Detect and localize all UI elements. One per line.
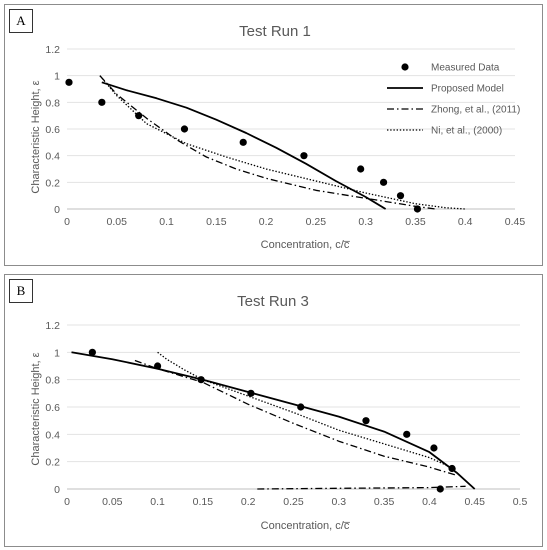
chart-b-xtick-label: 0.35 (374, 496, 395, 508)
chart-b-ytick-label: 0.6 (45, 402, 60, 414)
chart-a-data-point (239, 138, 247, 146)
chart-b-xtick-label: 0.3 (331, 496, 346, 508)
chart-a-svg: Test Run 1 Concentration, c/c̅ Character… (30, 23, 526, 251)
chart-b-ytick-label: 1.2 (45, 320, 60, 332)
chart-b-ytick-label: 0 (54, 484, 60, 496)
chart-b-xtick-label: 0.05 (102, 496, 123, 508)
legend-entry-label: Zhong, et al., (2011) (431, 105, 520, 116)
chart-b-svg: Test Run 3 Concentration, c/c̅ Character… (30, 293, 528, 532)
chart-b-data-point (430, 444, 438, 452)
chart-a-data-point (180, 125, 189, 133)
chart-b-ytick-label: 0.4 (45, 429, 60, 441)
chart-b-xtick-label: 0.45 (464, 496, 485, 508)
chart-a-data-point (65, 78, 73, 86)
chart-b-title: Test Run 3 (237, 293, 309, 310)
chart-a-data-point (300, 152, 308, 160)
chart-b-ytick-label: 1 (54, 347, 60, 359)
legend-marker-measured-data (401, 63, 409, 71)
chart-a-ytick-label: 0.4 (45, 151, 60, 163)
chart-a-xtick-label: 0 (64, 216, 70, 228)
chart-b-xtick-label: 0 (64, 496, 70, 508)
chart-b-xtick-label: 0.25 (283, 496, 304, 508)
chart-a-series-proposed-model (101, 81, 387, 210)
chart-b-data-point (403, 430, 411, 438)
chart-a-data-point (379, 178, 388, 186)
chart-b-data-point (362, 417, 370, 425)
chart-b-ylabel: Characteristic Height, ε (30, 352, 42, 465)
chart-a-ytick-label: 0.6 (45, 124, 60, 136)
chart-b-series-zhong-et-al-2011 (134, 359, 457, 476)
chart-panel-a: A Test Run 1 Concentration, c/c̅ Charact… (4, 4, 543, 266)
chart-b-data-point (88, 348, 96, 356)
chart-a-data-point (357, 165, 365, 173)
chart-b-xtick-label: 0.4 (422, 496, 437, 508)
chart-b-ytick-label: 0.8 (45, 375, 60, 387)
panel-letter-a: A (9, 9, 33, 33)
chart-a-xtick-label: 0.4 (458, 216, 473, 228)
chart-a-ylabel: Characteristic Height, ε (30, 80, 42, 193)
chart-a-xtick-label: 0.35 (405, 216, 426, 228)
chart-a-xtick-label: 0.2 (259, 216, 274, 228)
chart-b-xtick-label: 0.1 (150, 496, 165, 508)
chart-a-xtick-label: 0.3 (358, 216, 373, 228)
chart-b-xtick-label: 0.2 (241, 496, 256, 508)
chart-b-series-proposed-model (71, 351, 476, 490)
chart-a-data-point (396, 192, 405, 200)
chart-a-title: Test Run 1 (239, 23, 311, 40)
legend-entry-label: Proposed Model (431, 84, 504, 95)
chart-b-xtick-label: 0.5 (513, 496, 528, 508)
chart-b-series-ni-et-al-2000 (157, 351, 457, 471)
chart-a-data-point (98, 98, 106, 106)
chart-a-xtick-label: 0.05 (107, 216, 128, 228)
legend-entry-label: Measured Data (431, 63, 500, 74)
chart-a-series-ni-et-al-2000 (99, 75, 466, 210)
chart-panel-b: B Test Run 3 Concentration, c/c̅ Charact… (4, 274, 543, 547)
chart-a-xlabel: Concentration, c/c̅ (261, 239, 351, 251)
chart-a-ytick-label: 1 (54, 71, 60, 83)
chart-b-xlabel: Concentration, c/c̅ (261, 520, 351, 532)
chart-a-ytick-label: 0.8 (45, 97, 60, 109)
chart-a-ytick-label: 1.2 (45, 44, 60, 56)
chart-a-xtick-label: 0.1 (159, 216, 174, 228)
chart-b-series-zhong-et-al-2011-lower-branch (257, 485, 466, 490)
legend-entry-label: Ni, et al., (2000) (431, 126, 502, 137)
chart-a-xtick-label: 0.25 (306, 216, 327, 228)
chart-a-xtick-label: 0.15 (206, 216, 227, 228)
chart-a-ytick-label: 0.2 (45, 177, 60, 189)
chart-b-xtick-label: 0.15 (193, 496, 214, 508)
chart-b-ytick-label: 0.2 (45, 457, 60, 469)
chart-a-ytick-label: 0 (54, 204, 60, 216)
panel-letter-b: B (9, 279, 33, 303)
chart-a-xtick-label: 0.45 (505, 216, 526, 228)
chart-b-data-point (436, 485, 444, 493)
